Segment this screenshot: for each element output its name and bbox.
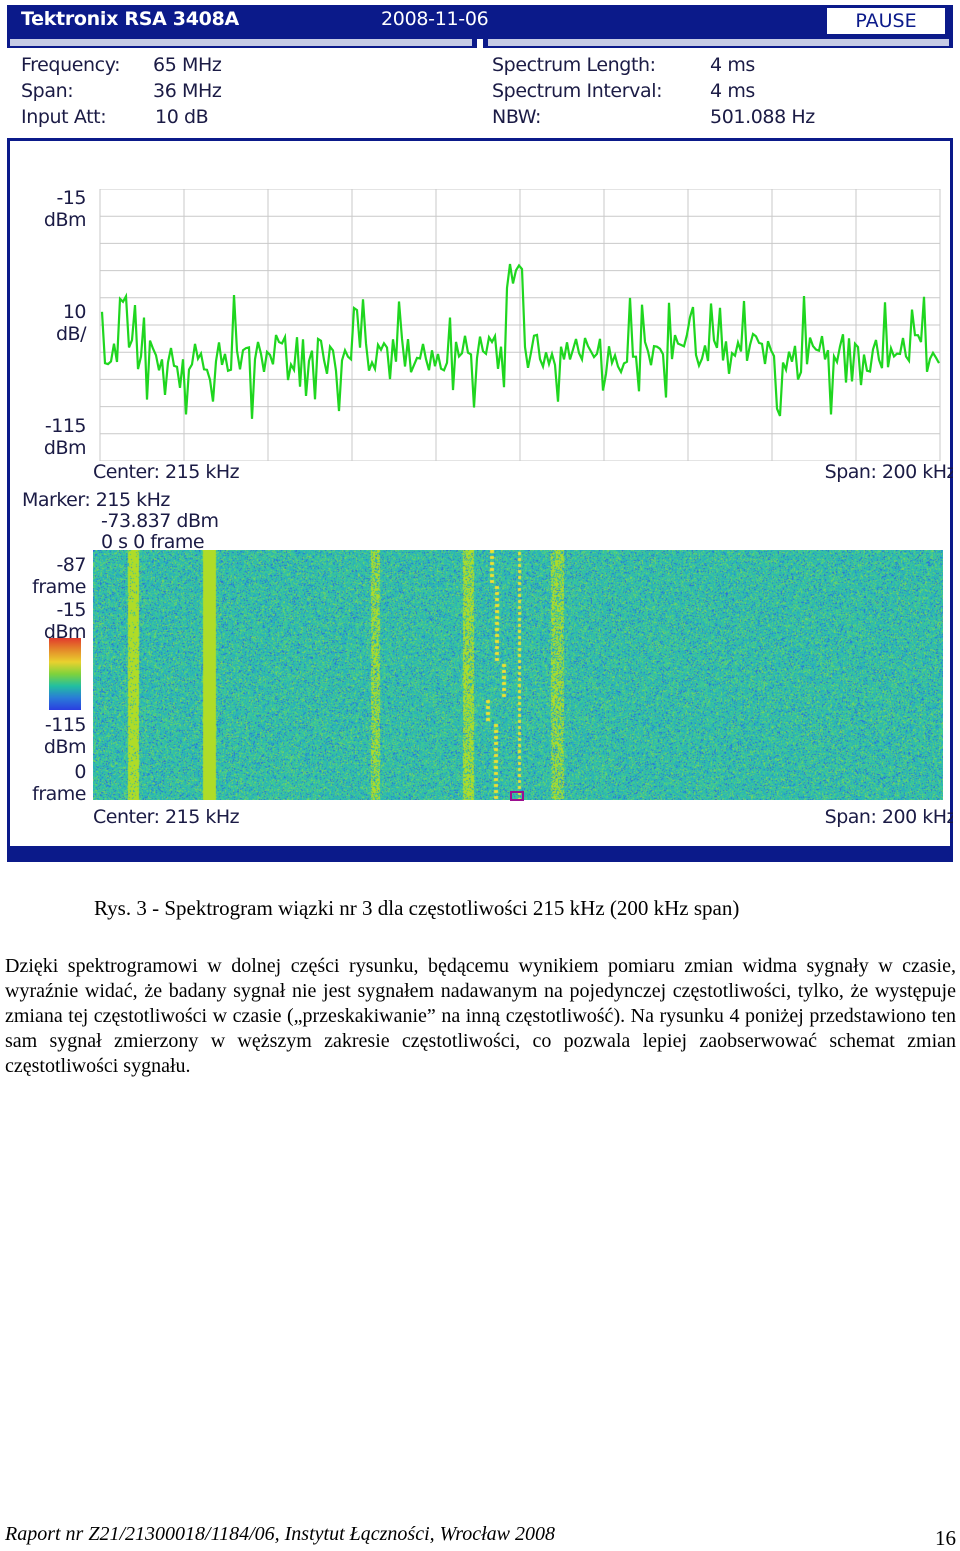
spectrum-trace bbox=[100, 263, 940, 419]
instrument-title-bar: Tektronix RSA 3408A 2008-11-06 PAUSE bbox=[7, 5, 953, 37]
bottom-frame-unit: frame bbox=[32, 783, 86, 805]
bottom-level: -115 bbox=[44, 415, 87, 437]
page-number: 16 bbox=[935, 1526, 956, 1550]
title-separator bbox=[7, 37, 953, 48]
spectrum-length-value: 4 ms bbox=[710, 54, 755, 76]
color-top-unit: dBm bbox=[43, 621, 87, 643]
page-footer: Raport nr Z21/21300018/1184/06, Instytut… bbox=[5, 1523, 556, 1545]
marker-time: 0 s 0 frame bbox=[101, 531, 205, 553]
marker-indicator bbox=[510, 791, 524, 801]
instrument-brand: Tektronix RSA 3408A bbox=[21, 8, 239, 30]
marker-frequency: Marker: 215 kHz bbox=[22, 489, 170, 511]
spectrum-length-label: Spectrum Length: bbox=[492, 54, 656, 76]
top-frame-value: -87 bbox=[56, 554, 86, 576]
frequency-value: 65 MHz bbox=[153, 54, 222, 76]
spectrum-center: Center: 215 kHz bbox=[93, 461, 240, 483]
spectrogram-center: Center: 215 kHz bbox=[93, 806, 240, 828]
spectrum-interval-label: Spectrum Interval: bbox=[492, 80, 663, 102]
span-value: 36 MHz bbox=[153, 80, 222, 102]
spectrum-grid bbox=[99, 189, 941, 461]
display-panel: -15 dBm 10 dB/ -115 dBm Center: 215 kHz … bbox=[10, 141, 953, 846]
ref-unit: dBm bbox=[43, 209, 87, 231]
input-att-value: 10 dB bbox=[155, 106, 209, 128]
spectrum-interval-value: 4 ms bbox=[710, 80, 755, 102]
nbw-label: NBW: bbox=[492, 106, 542, 128]
body-paragraph: Dzięki spektrogramowi w dolnej części ry… bbox=[5, 955, 956, 1077]
spectrum-plot bbox=[99, 189, 941, 461]
nbw-value: 501.088 Hz bbox=[710, 106, 815, 128]
spectrogram-image bbox=[93, 550, 943, 800]
color-bottom-unit: dBm bbox=[43, 736, 87, 758]
marker-level: -73.837 dBm bbox=[101, 510, 219, 532]
color-bottom-value: -115 bbox=[44, 714, 87, 736]
span-label: Span: bbox=[21, 80, 74, 102]
instrument-bottom-bar bbox=[7, 846, 953, 862]
input-att-label: Input Att: bbox=[21, 106, 107, 128]
spectrum-span: Span: 200 kHz bbox=[824, 461, 953, 483]
bottom-frame-value: 0 bbox=[74, 761, 86, 783]
scale-value: 10 bbox=[62, 301, 87, 323]
analyzer-screenshot: Tektronix RSA 3408A 2008-11-06 PAUSE Fre… bbox=[7, 5, 953, 862]
bottom-unit: dBm bbox=[43, 437, 87, 459]
measurement-parameters: Frequency: 65 MHz Span: 36 MHz Input Att… bbox=[7, 48, 953, 138]
spectrogram-span: Span: 200 kHz bbox=[824, 806, 953, 828]
color-scale-bar bbox=[49, 638, 81, 710]
instrument-date: 2008-11-06 bbox=[381, 8, 489, 30]
pause-indicator: PAUSE bbox=[827, 8, 945, 34]
frequency-label: Frequency: bbox=[21, 54, 121, 76]
scale-unit: dB/ bbox=[56, 323, 87, 345]
figure-caption: Rys. 3 - Spektrogram wiązki nr 3 dla czę… bbox=[94, 896, 740, 920]
color-top-value: -15 bbox=[56, 599, 86, 621]
ref-level: -15 bbox=[56, 187, 86, 209]
top-frame-unit: frame bbox=[32, 576, 86, 598]
